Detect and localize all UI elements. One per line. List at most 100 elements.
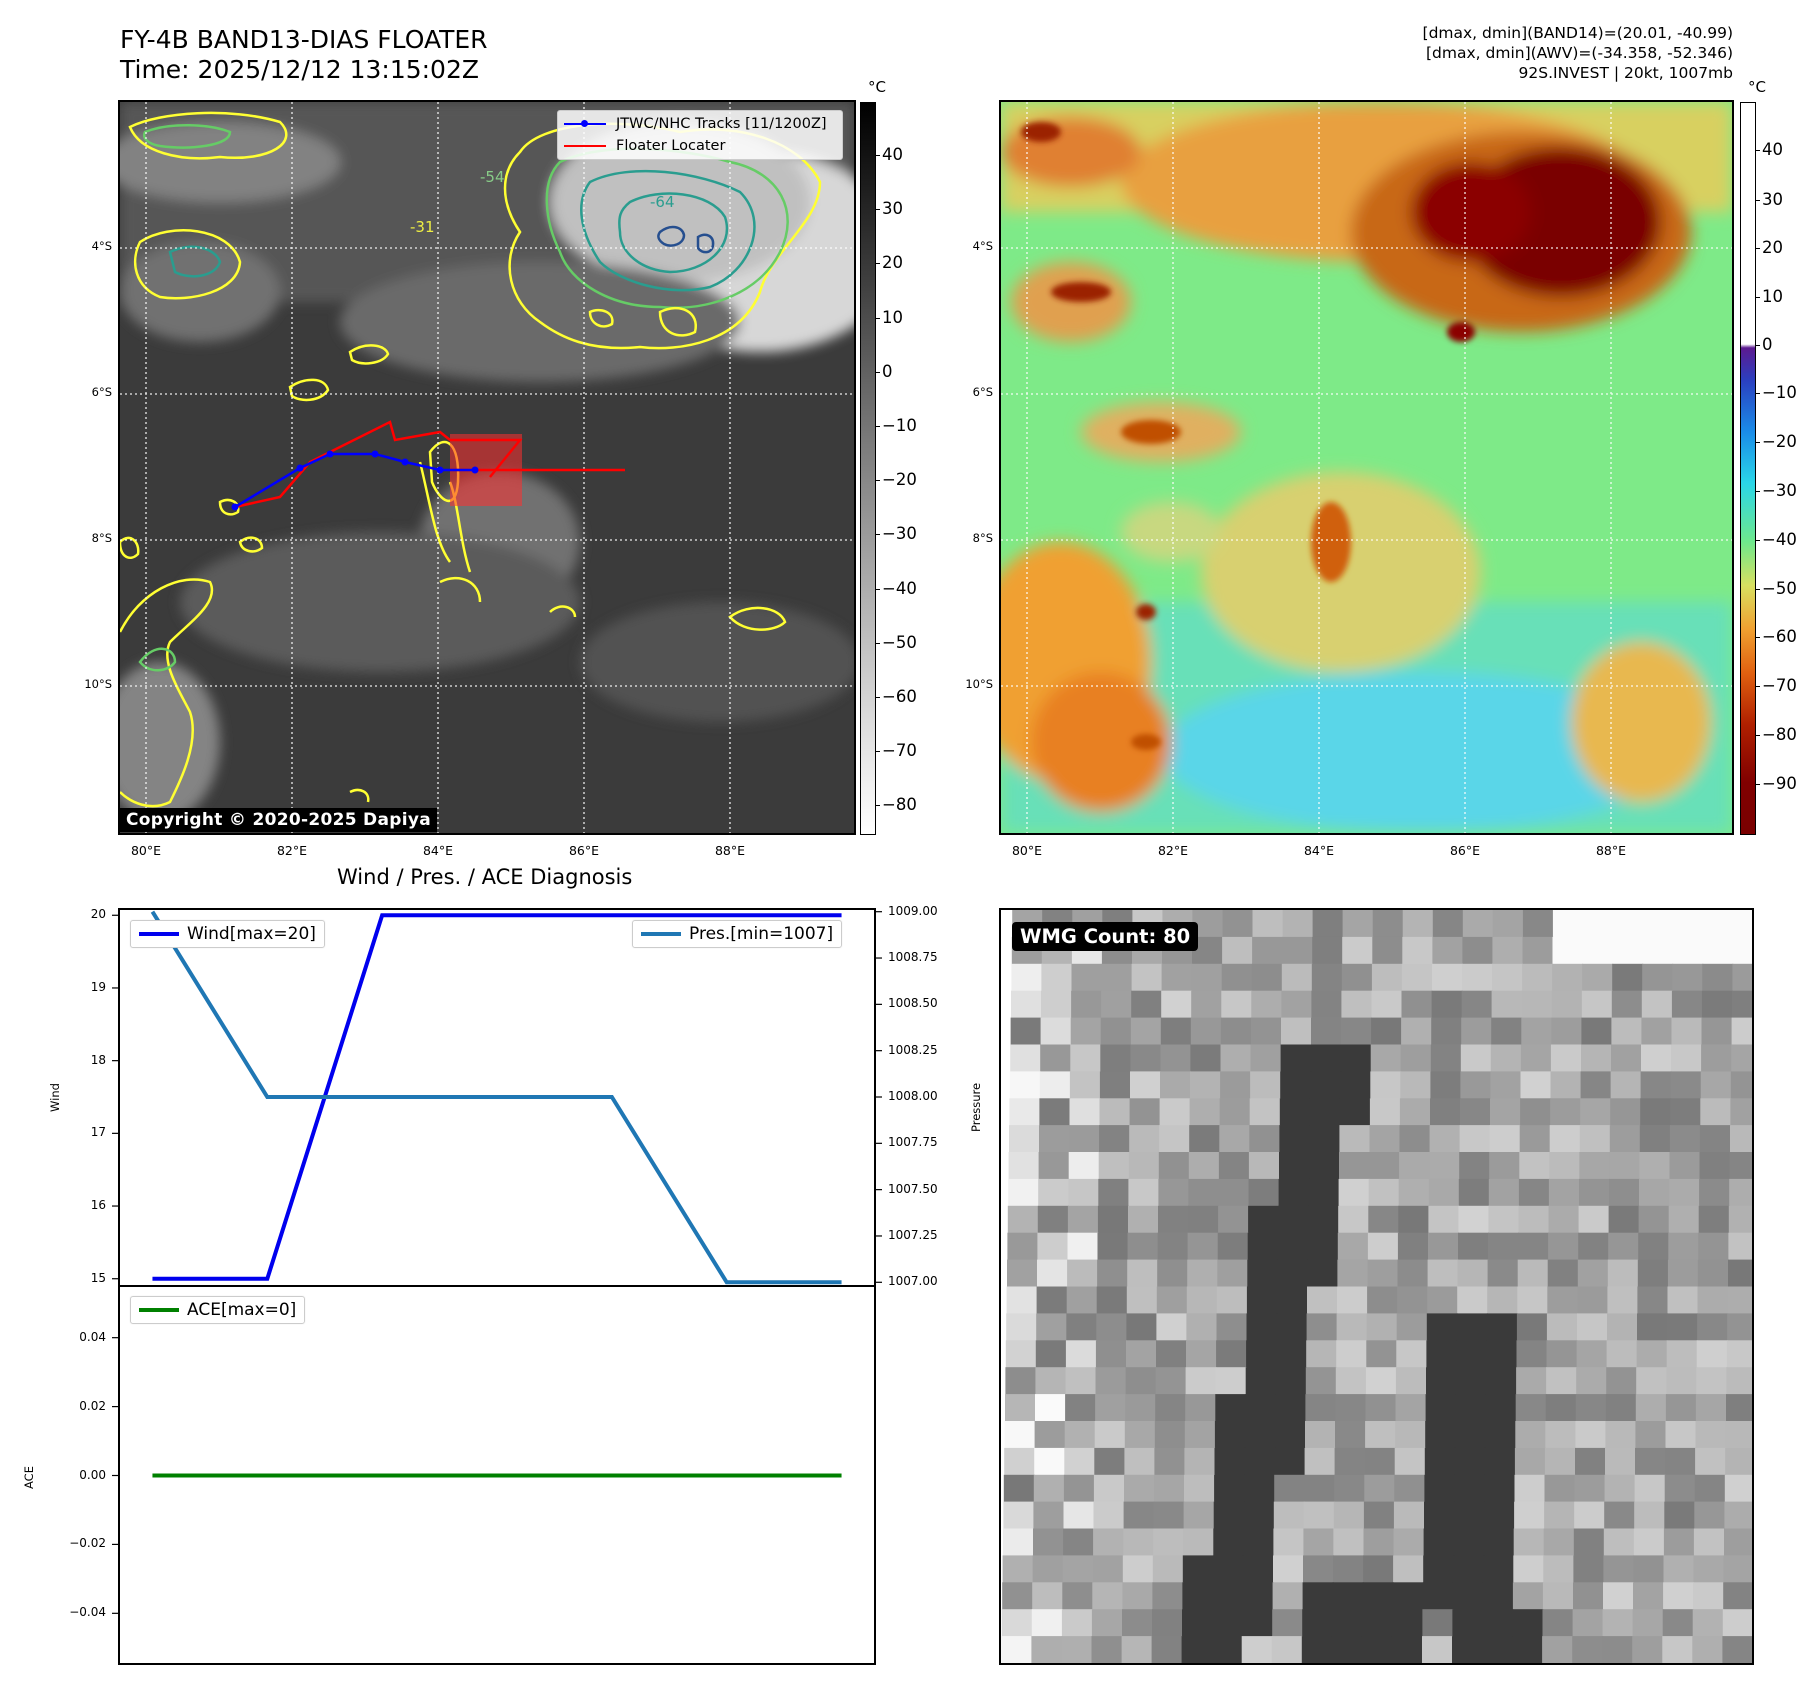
- wmg-pixel: [1363, 1528, 1395, 1557]
- wmg-pixel: [1455, 1421, 1487, 1449]
- wmg-pixel: [1581, 1044, 1612, 1073]
- wmg-pixel: [1037, 1205, 1069, 1234]
- wmg-pixel: [1211, 1636, 1243, 1663]
- colorbar-left-tickmark: [876, 426, 880, 427]
- wmg-pixel: [1222, 936, 1254, 965]
- wmg-pixel: [1061, 1609, 1093, 1638]
- wmg-pixel: [1548, 1232, 1580, 1261]
- wmg-pixel: [1394, 1447, 1426, 1476]
- wmg-pixel: [1489, 1125, 1521, 1153]
- wmg-pixel: [1188, 1178, 1220, 1207]
- wmg-pixel: [1639, 1152, 1671, 1180]
- wmg-pixel: [1333, 1528, 1365, 1557]
- wmg-pixel: [1181, 1636, 1213, 1663]
- wmg-pixel: [1331, 1636, 1363, 1663]
- wmg-pixel: [1728, 1259, 1752, 1288]
- wmg-pixel: [1034, 1447, 1066, 1476]
- wmg-pixel: [1005, 1394, 1036, 1422]
- wmg-pixel: [1576, 1340, 1608, 1369]
- diagnosis-title: Wind / Pres. / ACE Diagnosis: [337, 865, 633, 889]
- wmg-pixel: [1545, 1421, 1577, 1449]
- wmg-pixel: [1422, 1582, 1454, 1611]
- map-lon-label-awv: 82°E: [1157, 843, 1189, 858]
- wmg-pixel: [1243, 1528, 1275, 1557]
- map-lat-label-ir: 8°S: [91, 531, 112, 545]
- wmg-pixel: [1159, 1098, 1191, 1127]
- wmg-pixel: [1277, 1232, 1309, 1261]
- wmg-pixel: [1695, 1447, 1727, 1476]
- wmg-pixel: [1393, 1501, 1425, 1530]
- wind-tick-label: 18: [90, 1052, 106, 1067]
- wmg-pixel: [1521, 1017, 1553, 1046]
- wmg-pixel: [1337, 1232, 1369, 1261]
- wmg-pixel: [1697, 1286, 1729, 1315]
- info-awv: [dmax, dmin](AWV)=(-34.358, -52.346): [1426, 44, 1733, 62]
- colorbar-left: [860, 102, 876, 835]
- wmg-pixel: [1514, 1474, 1546, 1503]
- wmg-pixel: [1275, 1394, 1307, 1422]
- wmg-pixel: [1432, 910, 1464, 938]
- wmg-pixel: [1069, 1071, 1101, 1100]
- wind-axis-label: Wind: [48, 1083, 62, 1112]
- colorbar-left-tick: −20: [882, 470, 917, 490]
- wmg-pixel: [1422, 1636, 1453, 1663]
- wmg-pixel: [1097, 1232, 1129, 1261]
- wmg-pixel: [1458, 1178, 1490, 1207]
- wmg-pixel: [1637, 1286, 1669, 1315]
- wmg-pixel: [1279, 1125, 1311, 1153]
- wmg-pixel: [1187, 1259, 1219, 1288]
- pressure-tick-label: 1007.25: [888, 1227, 938, 1242]
- wmg-pixel: [1726, 1394, 1752, 1422]
- ace-panel: [118, 1285, 876, 1665]
- wmg-pixel: [1160, 1017, 1192, 1046]
- wmg-pixel: [1429, 1152, 1461, 1180]
- wmg-pixel: [1607, 1313, 1638, 1342]
- wmg-pixel: [1693, 1528, 1725, 1557]
- wmg-pixel: [1454, 1501, 1485, 1530]
- wmg-pixel: [1038, 1178, 1070, 1207]
- wmg-pixel: [1518, 1232, 1550, 1261]
- wmg-pixel: [1281, 1017, 1312, 1046]
- wmg-pixel: [1183, 1528, 1215, 1557]
- wmg-pixel: [1401, 1017, 1433, 1046]
- wmg-pixel: [1184, 1421, 1216, 1449]
- wind-tick-label: 17: [90, 1125, 106, 1140]
- wmg-pixel: [1248, 1205, 1280, 1234]
- wmg-pixel: [1035, 1394, 1066, 1422]
- wmg-pixel: [1668, 1205, 1700, 1234]
- wmg-pixel: [1101, 990, 1133, 1019]
- wmg-pixel: [1395, 1421, 1427, 1449]
- floater-locater-line: [234, 420, 523, 509]
- legend-wind-swatch: [139, 932, 179, 936]
- wmg-pixel: [1362, 1609, 1394, 1638]
- wmg-pixel: [1185, 1394, 1217, 1422]
- wmg-pixel: [1124, 1474, 1155, 1503]
- wmg-pixel: [1032, 1555, 1064, 1584]
- wmg-pixel: [1544, 1474, 1576, 1503]
- map-lon-label-ir: 82°E: [276, 843, 308, 858]
- wmg-pixel: [1252, 910, 1284, 938]
- ace-axis-label: ACE: [22, 1466, 36, 1489]
- wmg-pixel: [1341, 963, 1373, 992]
- wmg-pixel: [1250, 1044, 1282, 1073]
- wmg-pixel: [1732, 936, 1752, 965]
- wmg-pixel: [1066, 1286, 1098, 1315]
- wmg-pixel: [1543, 1528, 1575, 1557]
- wmg-pixel: [1634, 1501, 1666, 1530]
- wmg-pixel: [1670, 1098, 1702, 1127]
- wmg-pixel: [1454, 1447, 1486, 1476]
- wmg-pixel: [1573, 1528, 1605, 1557]
- wmg-pixel: [1641, 1017, 1673, 1046]
- wmg-pixel: [1251, 963, 1283, 992]
- wmg-pixel: [1245, 1394, 1277, 1422]
- copyright-label: Copyright © 2020-2025 Dapiya: [120, 808, 437, 832]
- wmg-pixel: [1722, 1609, 1752, 1638]
- wmg-pixel: [1007, 1259, 1038, 1288]
- pressure-tick-label: 1008.75: [888, 950, 938, 965]
- wmg-pixel: [1010, 1017, 1042, 1046]
- wmg-pixel: [1673, 910, 1705, 938]
- colorbar-right-tickmark: [1756, 589, 1760, 590]
- colorbar-left-tickmark: [876, 209, 880, 211]
- colorbar-right-tickmark: [1756, 150, 1760, 151]
- wmg-pixel: [1637, 1313, 1668, 1342]
